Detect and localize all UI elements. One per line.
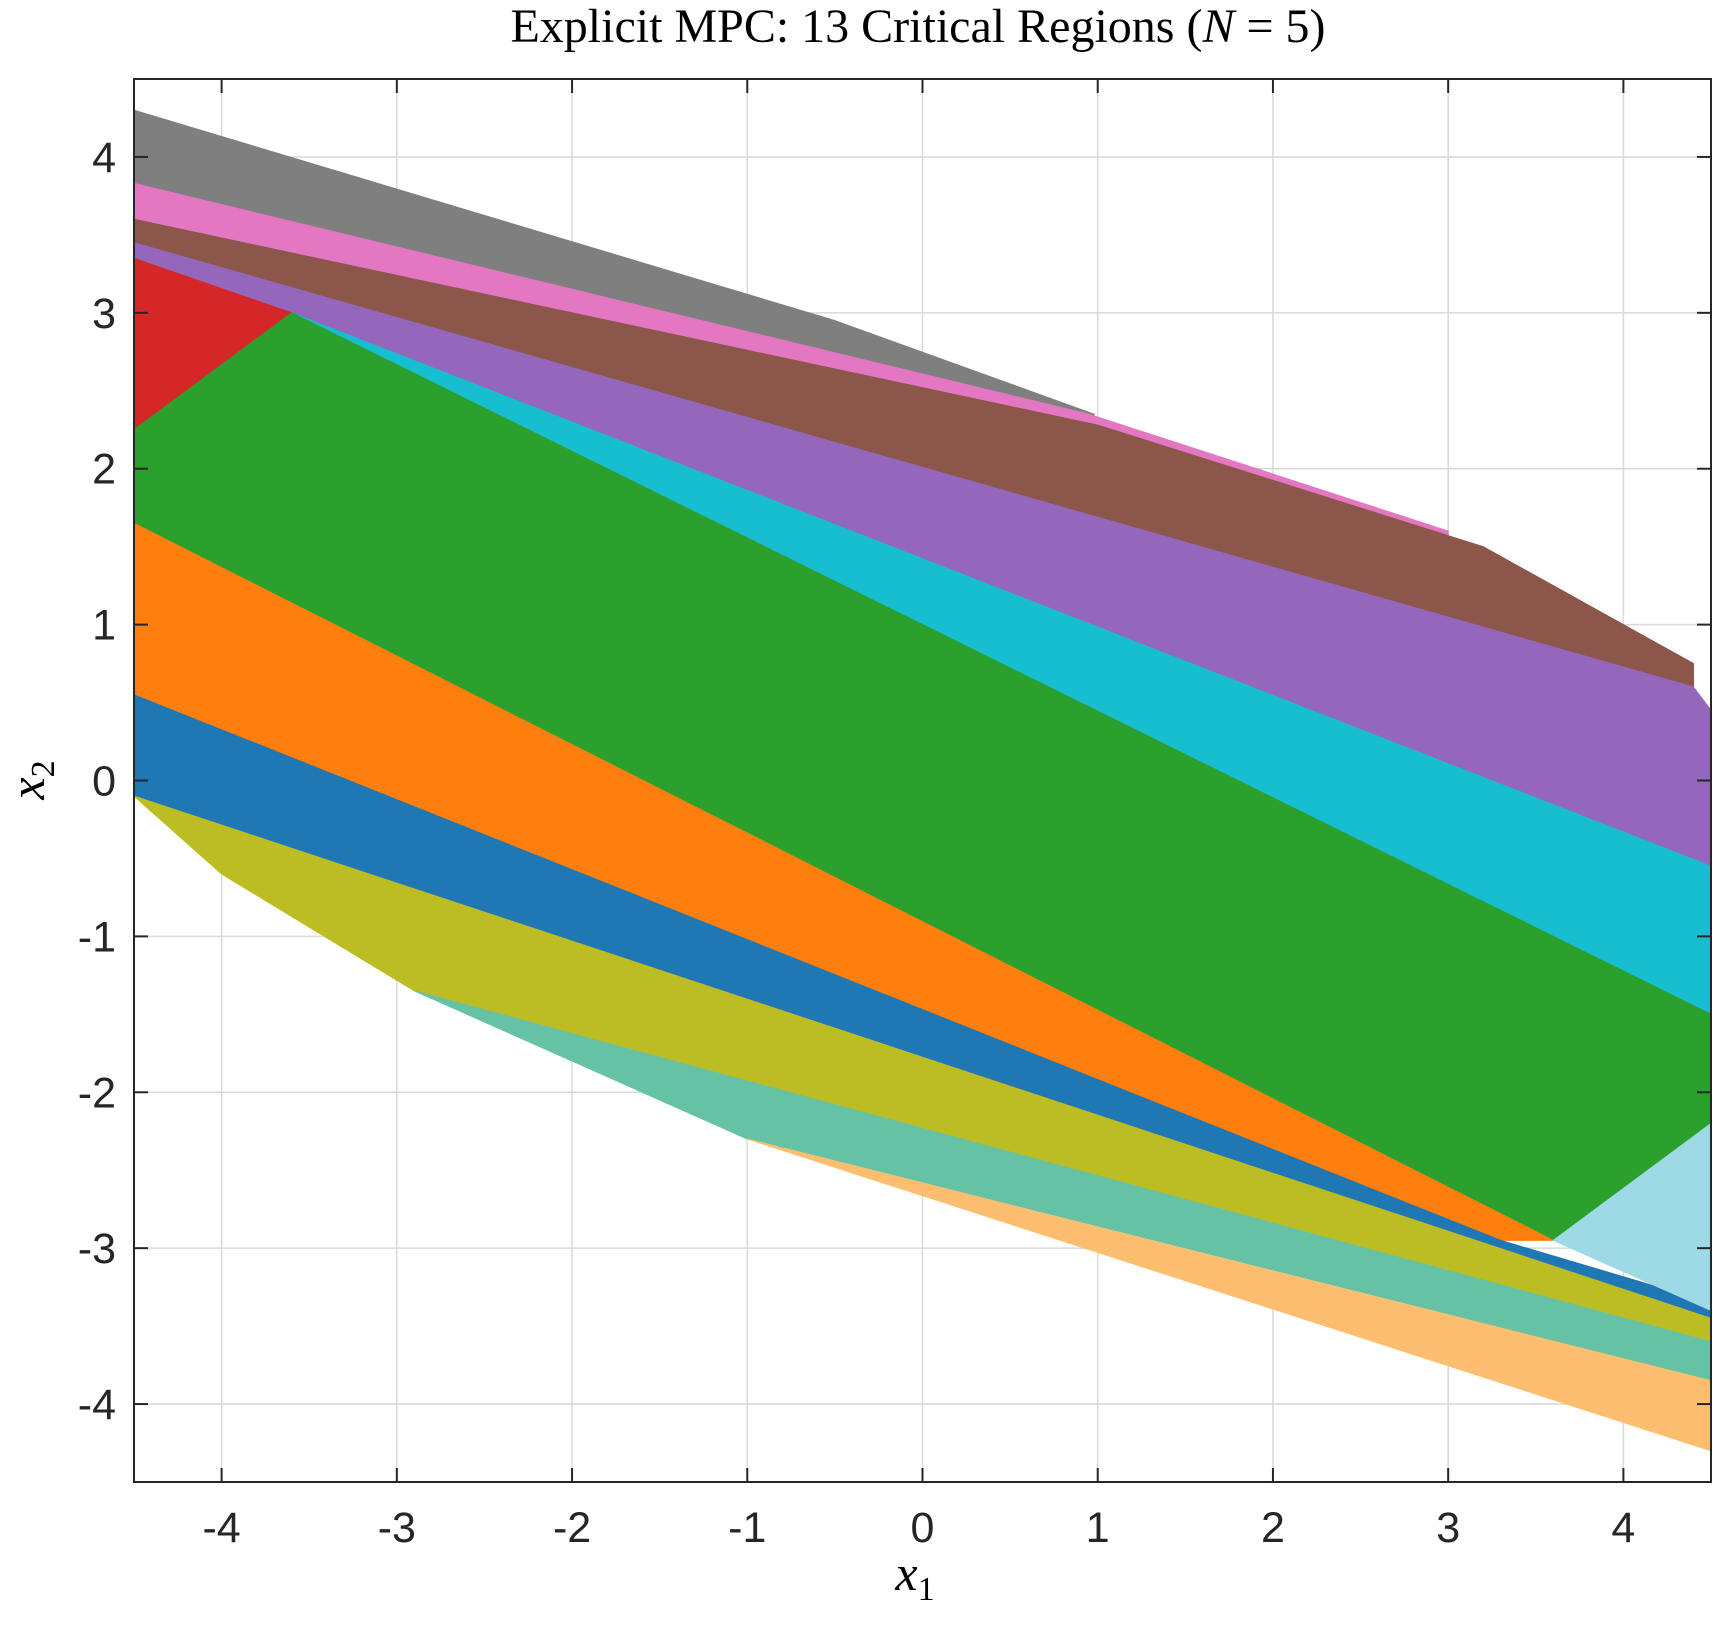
x-tick-label: -3 [378, 1504, 416, 1552]
critical-regions [133, 109, 1712, 1452]
x-tick-label: 3 [1436, 1504, 1460, 1552]
x-tick-label: -4 [202, 1504, 240, 1552]
tick-marks [134, 79, 1711, 1482]
y-tick-label: 2 [92, 446, 116, 494]
y-axis-label: x2 [0, 760, 62, 800]
x-tick-labels: -4 -3 -2 -1 0 1 2 3 4 [202, 1504, 1635, 1552]
x-tick-label: -1 [728, 1504, 766, 1552]
x-tick-label: 4 [1611, 1504, 1635, 1552]
y-tick-label: -3 [78, 1225, 116, 1273]
y-tick-label: 3 [92, 290, 116, 338]
y-tick-label: 4 [92, 134, 116, 182]
x-axis-label: x1 [894, 1545, 934, 1608]
y-tick-labels: -4 -3 -2 -1 0 1 2 3 4 [78, 134, 116, 1429]
x-tick-label: 1 [1086, 1504, 1110, 1552]
x-tick-label: 0 [911, 1504, 935, 1552]
y-tick-label: 1 [92, 602, 116, 650]
y-tick-label: -4 [78, 1381, 116, 1429]
chart-title: Explicit MPC: 13 Critical Regions (N = 5… [510, 0, 1325, 53]
y-tick-label: -1 [78, 913, 116, 961]
y-tick-label: -2 [78, 1069, 116, 1117]
plot-frame [133, 78, 1712, 1483]
x-tick-label: 2 [1261, 1504, 1285, 1552]
y-tick-label: 0 [92, 758, 116, 806]
x-tick-label: -2 [553, 1504, 591, 1552]
